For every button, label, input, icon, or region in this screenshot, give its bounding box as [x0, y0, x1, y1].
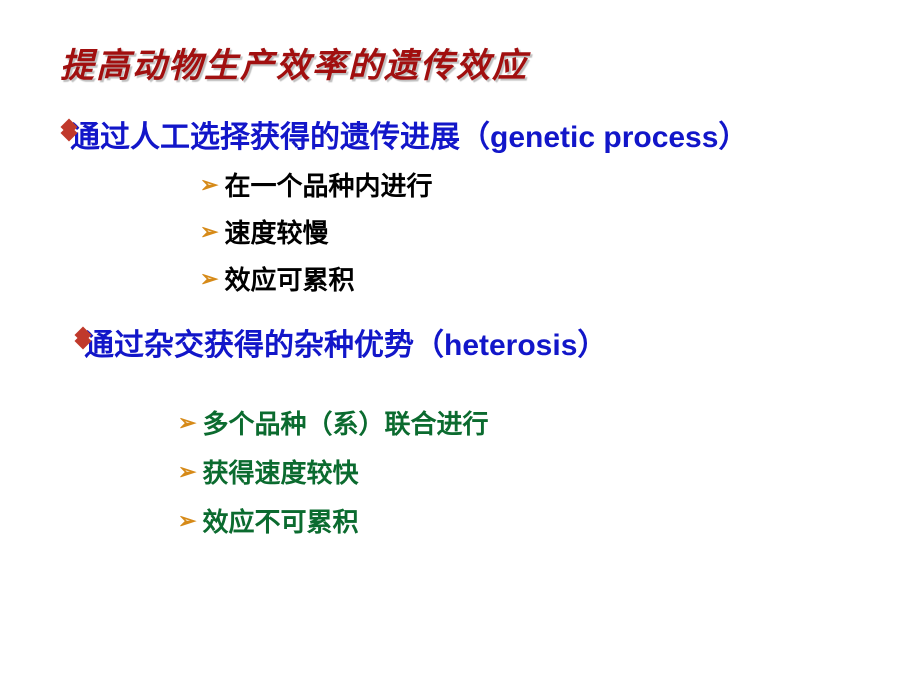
arrow-bullet-icon: ➢	[200, 266, 218, 292]
section-2-heading: 通过杂交获得的杂种优势（heterosis）	[74, 323, 860, 368]
list-item: ➢ 效应可累积	[200, 260, 860, 297]
list-item-text: 多个品种（系）联合进行	[202, 404, 488, 441]
list-item: ➢ 获得速度较快	[178, 453, 860, 490]
slide-content: 提高动物生产效率的遗传效应 通过人工选择获得的遗传进展（genetic proc…	[0, 0, 920, 581]
section-1-heading-text: 通过人工选择获得的遗传进展（genetic process）	[70, 115, 860, 160]
list-item: ➢ 在一个品种内进行	[200, 166, 860, 203]
arrow-bullet-icon: ➢	[178, 410, 196, 436]
section-1-heading: 通过人工选择获得的遗传进展（genetic process）	[60, 115, 860, 160]
arrow-bullet-icon: ➢	[200, 219, 218, 245]
list-item-text: 效应可累积	[224, 260, 354, 297]
list-item: ➢ 多个品种（系）联合进行	[178, 404, 860, 441]
list-item: ➢ 效应不可累积	[178, 502, 860, 539]
arrow-bullet-icon: ➢	[200, 172, 218, 198]
section-2: 通过杂交获得的杂种优势（heterosis） ➢ 多个品种（系）联合进行 ➢ 获…	[60, 323, 860, 539]
list-item-text: 效应不可累积	[202, 502, 358, 539]
arrow-bullet-icon: ➢	[178, 459, 196, 485]
list-item-text: 速度较慢	[224, 213, 328, 250]
list-item-text: 获得速度较快	[202, 453, 358, 490]
list-item-text: 在一个品种内进行	[224, 166, 432, 203]
section-1: 通过人工选择获得的遗传进展（genetic process） ➢ 在一个品种内进…	[60, 115, 860, 297]
list-item: ➢ 速度较慢	[200, 213, 860, 250]
slide-title: 提高动物生产效率的遗传效应	[60, 38, 860, 87]
section-2-heading-text: 通过杂交获得的杂种优势（heterosis）	[84, 323, 860, 368]
arrow-bullet-icon: ➢	[178, 508, 196, 534]
